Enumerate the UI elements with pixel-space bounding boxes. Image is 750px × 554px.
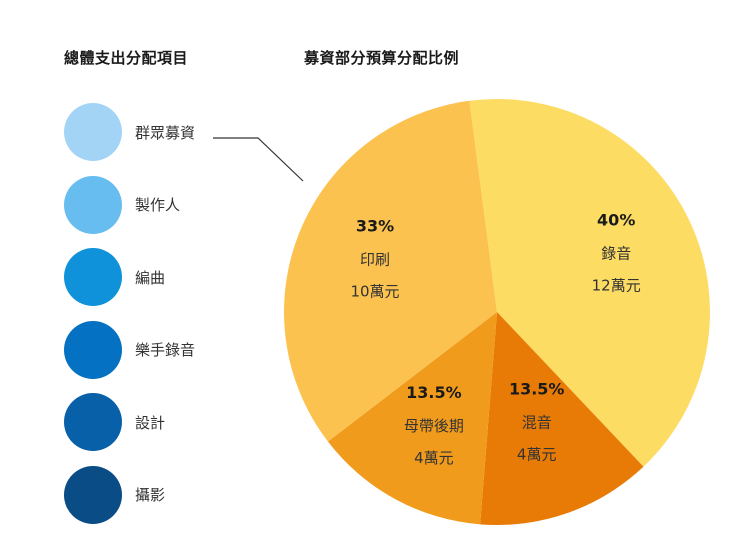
legend-label: 編曲 (135, 268, 166, 287)
slice-name-label: 母帶後期 (404, 417, 464, 435)
legend-item-musician-recording: 樂手錄音 (64, 320, 196, 379)
legend: 群眾募資 製作人 編曲 樂手錄音 設計 攝影 (64, 103, 195, 538)
legend-swatch (64, 320, 122, 379)
legend-swatch (64, 393, 122, 451)
slice-percent-label: 33% (356, 216, 394, 235)
legend-label: 攝影 (135, 486, 166, 504)
legend-swatch (64, 465, 122, 524)
legend-swatch (64, 103, 122, 161)
slice-name-label: 錄音 (601, 244, 631, 262)
legend-item-crowdfunding: 群眾募資 (64, 103, 195, 161)
legend-label: 製作人 (135, 196, 181, 214)
pie-slice-recording (469, 99, 710, 467)
slice-percent-label: 13.5% (509, 380, 565, 399)
legend-item-design: 設計 (64, 393, 195, 451)
connector-line (213, 137, 304, 182)
slice-name-label: 混音 (522, 414, 552, 432)
pie-slice-printing (284, 100, 497, 442)
legend-label: 群眾募資 (135, 123, 196, 142)
legend-swatch (64, 175, 122, 234)
pie-labels: 40% 錄音 12萬元 13.5% 混音 4萬元 13.5% 母帶後期 4萬元 33% 印刷 10萬元 (350, 210, 640, 467)
pie-slice-mixing (480, 312, 644, 526)
legend-item-producer: 製作人 (64, 175, 195, 234)
legend-item-photography: 攝影 (64, 465, 195, 524)
pie-slices (284, 99, 710, 526)
slice-amount-label: 12萬元 (592, 276, 641, 294)
legend-swatch (64, 248, 122, 306)
chart-title: 募資部分預算分配比例 (304, 49, 460, 67)
legend-label: 樂手錄音 (135, 341, 196, 359)
slice-amount-label: 4萬元 (414, 449, 454, 467)
slice-name-label: 印刷 (360, 250, 390, 268)
pie-slice-mastering (327, 312, 497, 525)
legend-title: 總體支出分配項目 (64, 49, 189, 67)
legend-label: 設計 (135, 413, 166, 432)
slice-amount-label: 10萬元 (350, 282, 399, 300)
slice-percent-label: 13.5% (406, 383, 462, 402)
slice-percent-label: 40% (597, 210, 635, 229)
slice-amount-label: 4萬元 (517, 446, 557, 464)
legend-item-arrangement: 編曲 (64, 248, 195, 306)
